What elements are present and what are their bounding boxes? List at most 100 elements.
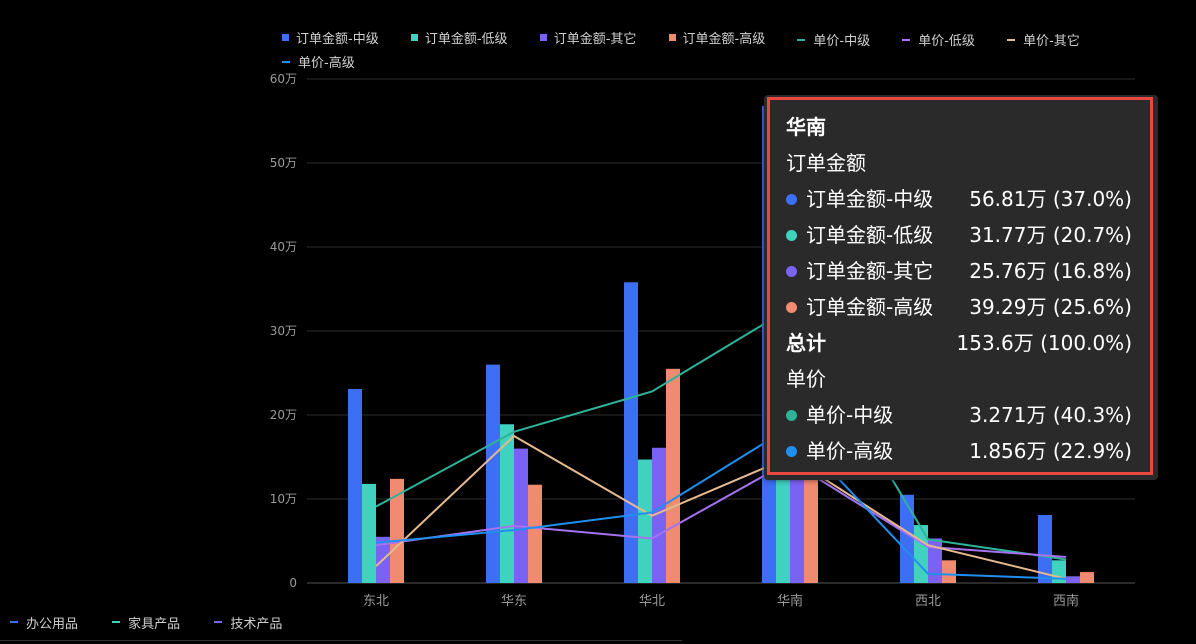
tooltip-row-value: 1.856万 (22.9%) [969,439,1132,463]
tooltip-group-heading: 单价 [786,367,826,391]
x-tick-label: 华北 [639,594,665,609]
series-line[interactable] [375,425,1067,580]
legend-label: 订单金额-其它 [553,31,637,47]
bar[interactable] [528,484,542,583]
legend-label: 单价-高级 [298,56,355,71]
legend-label: 技术产品 [230,616,283,632]
bar[interactable] [1038,514,1052,583]
bar[interactable] [928,538,942,583]
legend-label: 订单金额-低级 [424,31,508,47]
legend-item-line-other[interactable]: 单价-其它 [1007,29,1080,51]
y-tick-label: 60万 [270,72,297,86]
y-tick-label: 0 [289,576,297,590]
legend-swatch [282,33,289,41]
series-dot-icon [786,301,797,313]
x-tick-label: 西北 [915,594,941,609]
legend-swatch [214,621,223,623]
legend-swatch [10,621,18,623]
tooltip-row: 订单金额-低级 31.77万 (20.7%) [786,217,1132,253]
tooltip-row: 单价-高级 1.856万 (22.9%) [786,433,1132,469]
bar[interactable] [514,448,528,583]
bar[interactable] [362,483,376,583]
series-line[interactable] [375,434,1067,580]
series-line[interactable] [375,460,1067,558]
tooltip-row-label: 订单金额-高级 [806,295,934,319]
series-dot-icon [786,409,797,421]
tooltip-row: 订单金额-其它 25.76万 (16.8%) [786,253,1132,289]
legend-item-line-low[interactable]: 单价-低级 [902,29,975,51]
series-dot-icon [786,265,797,277]
series-dot-icon [786,229,797,241]
legend-bottom: 办公用品 家具产品 技术产品 [10,612,312,632]
bar[interactable] [638,459,652,583]
legend-item-line-mid[interactable]: 单价-中级 [797,29,870,51]
x-axis: 东北 华东 华北 华南 西北 西南 [363,593,1079,609]
legend-swatch [112,621,121,623]
tooltip-row-value: 31.77万 (20.7%) [969,223,1132,247]
legend-item-bar-mid[interactable]: 订单金额-中级 [282,26,379,48]
y-tick-label: 30万 [270,324,297,338]
bar[interactable] [1066,576,1080,583]
legend-item-bar-high[interactable]: 订单金额-高级 [668,26,766,48]
y-tick-label: 50万 [270,156,297,170]
legend-item-tech[interactable]: 技术产品 [214,613,282,632]
bar[interactable] [500,424,514,583]
tooltip-total-row: 总计 153.6万 (100.0%) [786,325,1132,361]
x-tick-label: 华南 [777,593,803,609]
series-line[interactable] [375,306,1067,561]
y-tick-label: 40万 [270,240,297,254]
x-tick-label: 东北 [363,594,389,609]
legend-item-furniture[interactable]: 家具产品 [112,613,180,632]
tooltip-title: 华南 [786,115,826,139]
tooltip-row-label: 单价-高级 [806,439,894,463]
bar[interactable] [348,388,362,583]
legend-label: 订单金额-中级 [296,31,379,47]
legend-label: 办公用品 [26,616,79,632]
legend-top: 订单金额-中级 订单金额-低级 订单金额-其它 订单金额-高级 单价-中级 单价… [282,26,1142,73]
tooltip-row-label: 单价-中级 [806,403,894,427]
line-series [375,306,1067,580]
tooltip-row-value: 25.76万 (16.8%) [969,259,1132,283]
tooltip-group-heading: 订单金额 [786,151,866,175]
x-tick-label: 西南 [1053,593,1079,609]
tooltip-row-value: 39.29万 (25.6%) [969,295,1132,319]
tooltip-row: 订单金额-中级 56.81万 (37.0%) [786,181,1132,217]
tooltip-total-label: 总计 [786,331,826,355]
legend-swatch [902,38,911,41]
y-tick-label: 10万 [270,492,297,506]
y-axis: 0 10万 20万 30万 40万 50万 60万 [270,72,297,590]
tooltip-row: 单价-中级 3.271万 (40.3%) [786,397,1132,433]
legend-swatch [1007,38,1016,41]
legend-swatch [668,33,676,41]
bar[interactable] [1080,572,1094,583]
legend-item-line-high[interactable]: 单价-高级 [282,51,355,73]
bar[interactable] [914,525,928,583]
bar[interactable] [652,447,666,583]
legend-swatch [539,33,547,41]
legend-item-office[interactable]: 办公用品 [10,613,78,632]
tooltip-row-label: 订单金额-低级 [806,223,934,247]
legend-swatch [797,38,806,41]
bar[interactable] [666,368,680,583]
legend-label: 单价-其它 [1023,34,1080,49]
bar[interactable] [624,282,638,583]
legend-swatch [410,33,418,41]
legend-item-bar-other[interactable]: 订单金额-其它 [539,26,637,48]
legend-label: 单价-低级 [918,34,975,49]
legend-label: 单价-中级 [813,34,871,49]
bar[interactable] [900,494,914,583]
tooltip-row-label: 订单金额-其它 [806,259,934,283]
legend-item-bar-low[interactable]: 订单金额-低级 [410,26,508,48]
tooltip-row-value: 3.271万 (40.3%) [969,403,1132,427]
x-tick-label: 华东 [501,594,527,609]
series-dot-icon [786,445,797,457]
tooltip-row: 订单金额-高级 39.29万 (25.6%) [786,289,1132,325]
divider [0,640,682,641]
legend-swatch [282,60,290,63]
bar[interactable] [942,560,956,583]
bar[interactable] [486,364,500,583]
bar[interactable] [390,478,404,583]
chart-tooltip: 华南 订单金额 订单金额-中级 56.81万 (37.0%) 订单金额-低级 3… [764,95,1158,480]
tooltip-row-label: 订单金额-中级 [806,187,934,211]
legend-label: 订单金额-高级 [682,31,766,47]
